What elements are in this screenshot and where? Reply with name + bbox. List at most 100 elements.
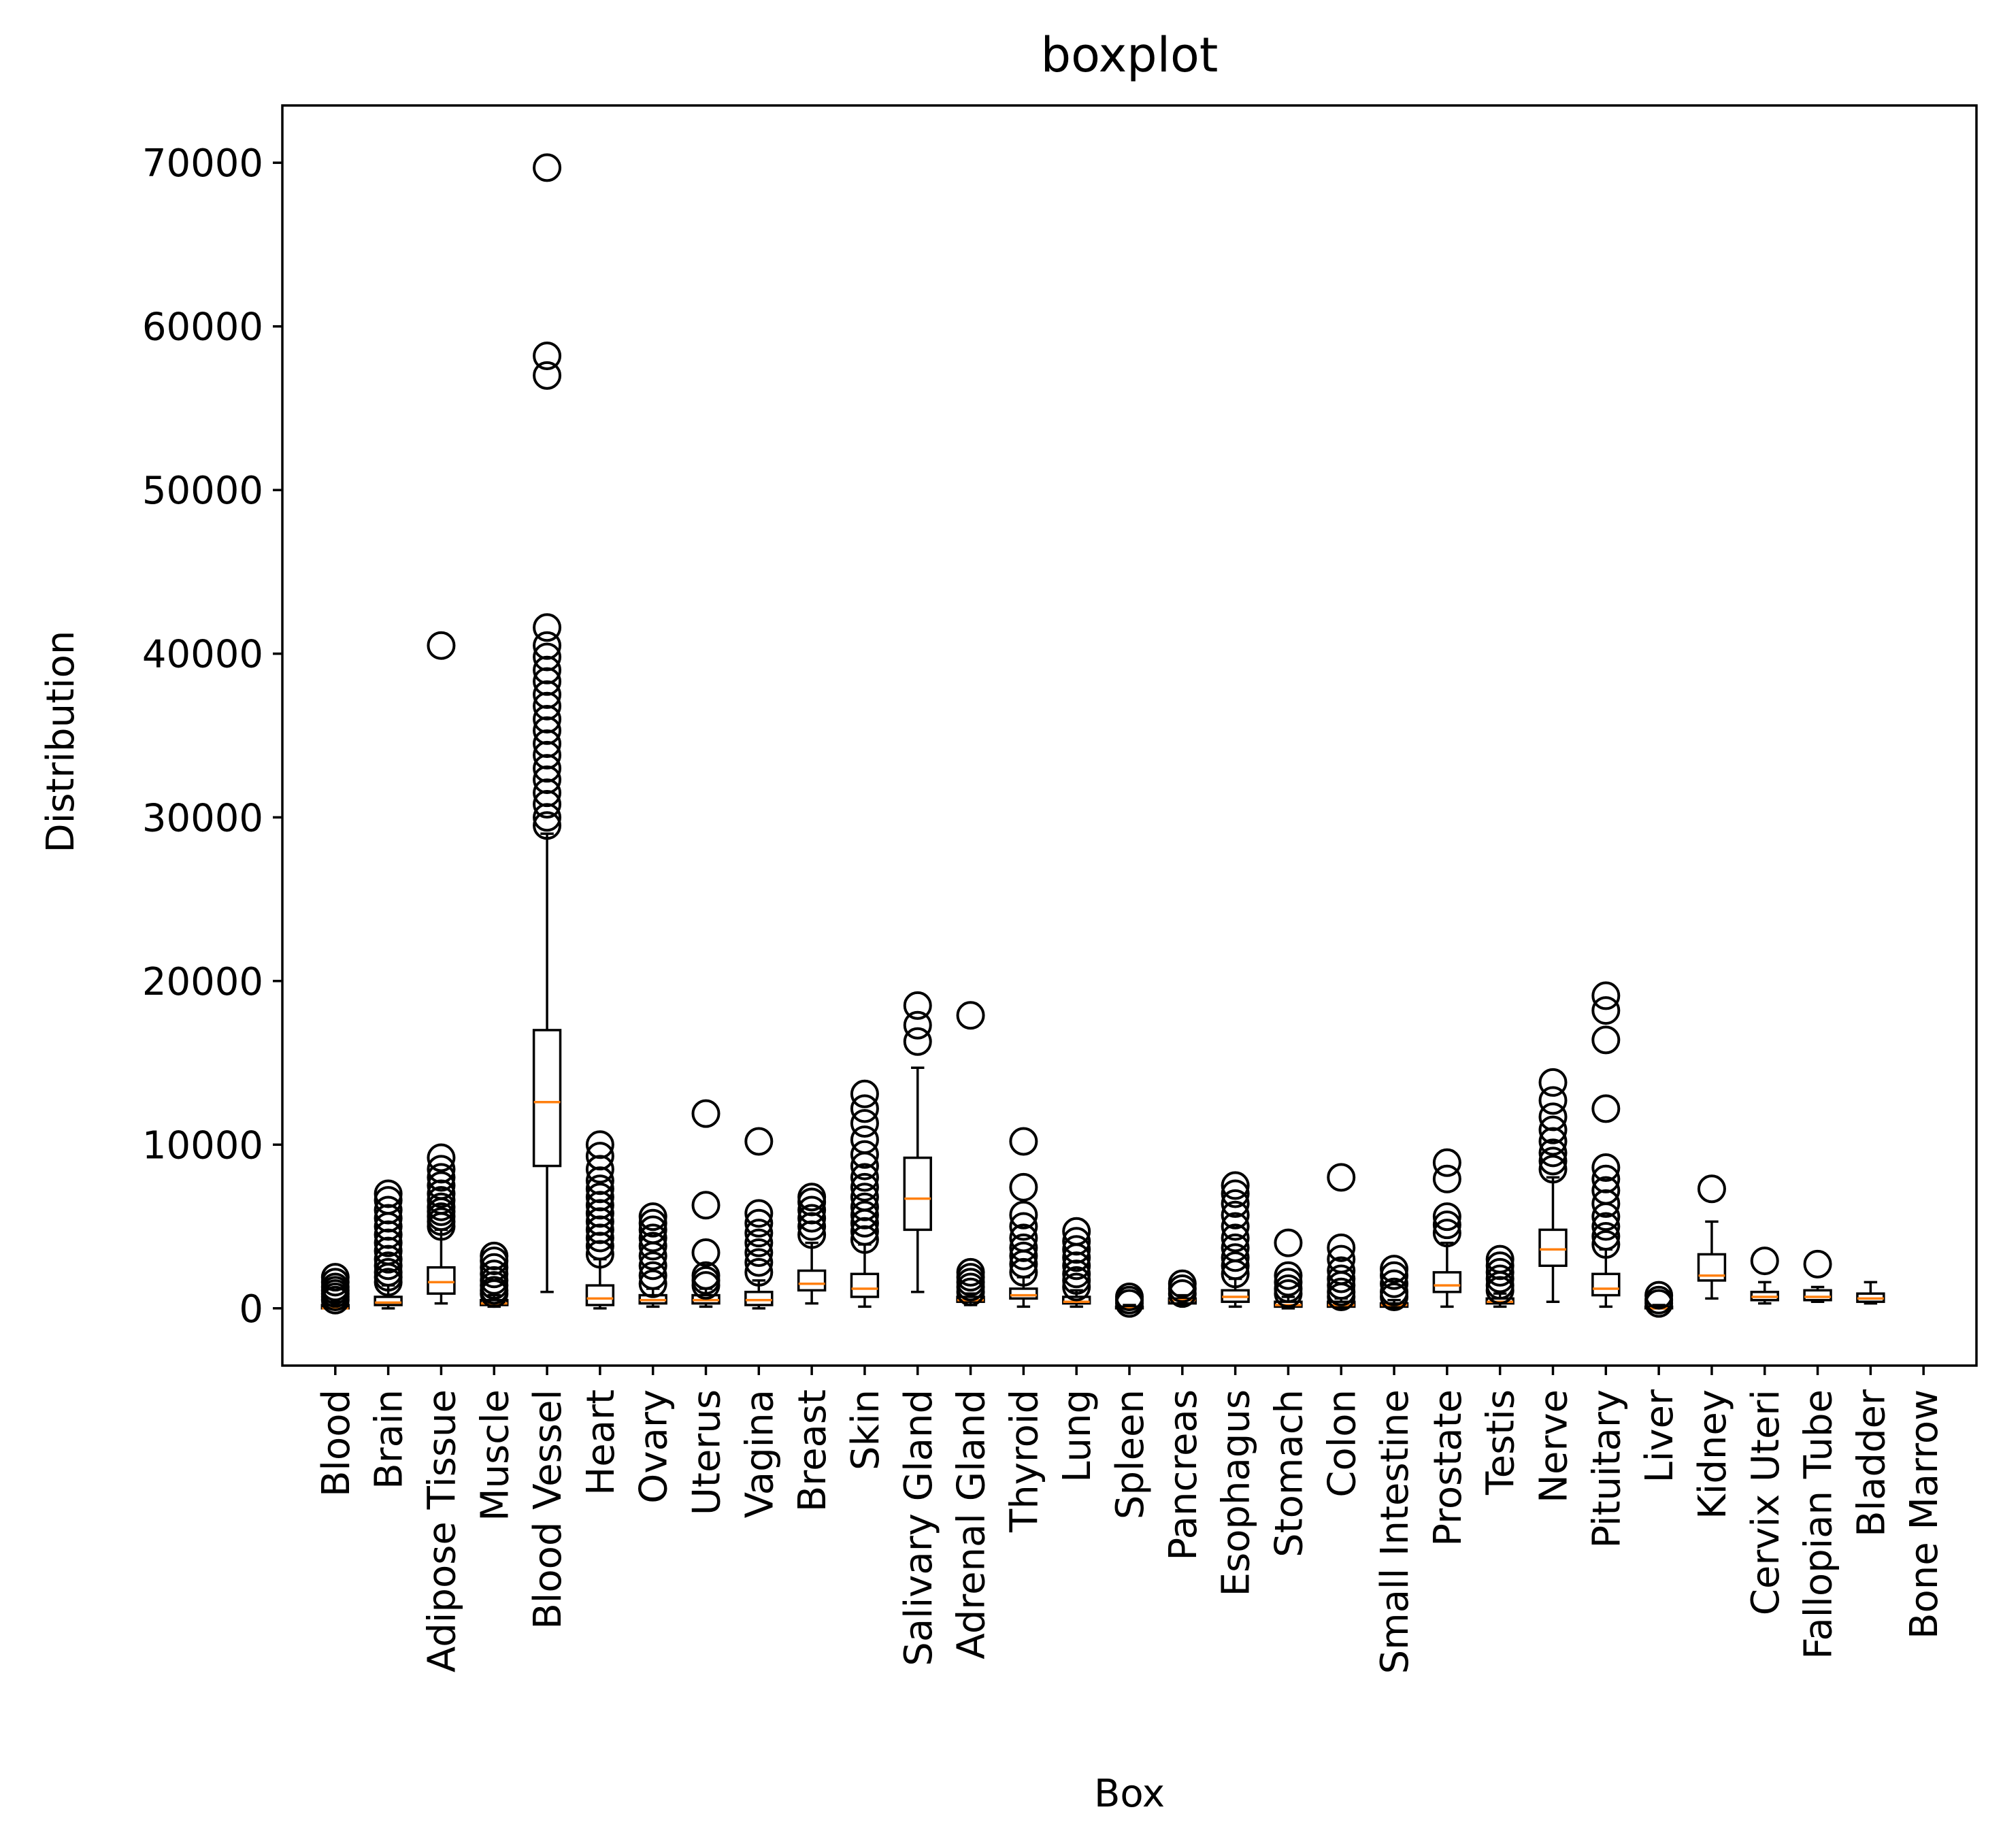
x-tick-label: Fallopian Tube [1797,1389,1841,1660]
box-group-brain [374,1179,403,1310]
outlier-point [374,1257,403,1287]
outlier-point [427,1155,456,1184]
outlier-point [1538,1138,1568,1168]
box-group-pancreas [1168,1269,1197,1308]
outlier-point [1591,1164,1621,1193]
outlier-point [533,613,562,642]
iqr-box [744,1291,774,1306]
y-axis-label: Distribution [39,631,83,853]
outlier-point [638,1202,667,1232]
box-group-bladder [1856,1281,1885,1305]
box-group-testis [1485,1244,1514,1308]
outlier-point [427,1171,456,1200]
outlier-point [533,642,562,672]
outlier-point [1274,1268,1303,1297]
outlier-point [797,1183,827,1212]
outlier-point [1432,1202,1461,1232]
y-tick-label: 30000 [142,796,263,840]
y-tick-label: 60000 [142,306,263,350]
outlier-point [850,1140,879,1169]
outlier-point [1485,1264,1514,1293]
x-tick-label: Lung [1055,1389,1099,1483]
outlier-point [1062,1266,1091,1295]
box-group-blood-vessel [532,153,562,1293]
iqr-box [374,1296,403,1306]
x-tick-label: Vagina [738,1389,782,1518]
outlier-point [1538,1146,1568,1176]
outlier-point [1485,1257,1514,1287]
outlier-point [320,1263,350,1292]
iqr-box [1432,1271,1462,1293]
outlier-point [1538,1086,1568,1115]
outlier-point [1591,1094,1621,1123]
outlier-point [1274,1261,1303,1290]
iqr-box [585,1284,615,1306]
outlier-point [797,1204,827,1233]
x-tick-label: Blood Vessel [526,1389,570,1630]
outlier-point [1697,1174,1726,1204]
iqr-box [427,1266,456,1295]
outlier-point [1432,1219,1461,1248]
outlier-point [1062,1227,1091,1256]
outlier-point [638,1215,667,1244]
outlier-point [1538,1102,1568,1132]
outlier-point [1591,981,1621,1010]
outlier-point [1591,1153,1621,1182]
outlier-point [1009,1212,1038,1241]
plot-frame [281,104,1978,1367]
outlier-point [427,1163,456,1192]
x-tick-label: Blood [314,1389,359,1497]
outlier-point [1380,1269,1409,1298]
outlier-point [956,1001,985,1030]
y-tick-label: 0 [239,1287,263,1332]
outlier-point [1327,1163,1356,1192]
outlier-point [374,1179,403,1208]
outlier-point [638,1261,667,1290]
x-tick-label: Kidney [1691,1389,1735,1519]
outlier-point [1221,1223,1250,1253]
outlier-point [533,153,562,182]
box-group-nerve [1538,1068,1568,1303]
x-axis-label: Box [1094,1772,1165,1816]
outlier-point [585,1142,614,1171]
outlier-point [1591,1230,1621,1259]
outlier-point [480,1259,509,1289]
outlier-point [691,1099,721,1128]
outlier-point [1062,1235,1091,1264]
box-group-adrenal-gland [956,1001,985,1306]
x-tick-label: Prostate [1426,1389,1470,1547]
outlier-point [691,1191,721,1220]
x-tick-label: Esophagus [1214,1389,1259,1596]
plot-area: 0 10000 20000 30000 40000 50000 60000 70000 Bloo… [142,142,1947,1674]
outlier-point [1380,1261,1409,1290]
box-group-adipose-tissue [427,631,456,1305]
y-tick-label: 70000 [142,142,263,186]
outlier-point [850,1192,879,1221]
x-tick-label: Skin [844,1389,888,1470]
x-tick-label: Ovary [632,1389,676,1504]
outlier-point [1327,1277,1356,1306]
outlier-point [850,1183,879,1212]
outlier-point [850,1094,879,1123]
outlier-point [1009,1223,1038,1253]
outlier-point [744,1228,774,1257]
outlier-point [1062,1272,1091,1302]
box-group-vagina [744,1127,774,1310]
outlier-point [1221,1179,1250,1208]
iqr-box [1803,1289,1832,1302]
outlier-point [744,1127,774,1156]
x-tick-label: Bone Marrow [1902,1389,1947,1639]
outlier-point [1380,1255,1409,1284]
outlier-point [427,1186,456,1215]
outlier-point [1644,1281,1674,1310]
x-tick-label: Breast [791,1389,835,1512]
x-tick-label: Uterus [685,1389,729,1515]
outlier-point [691,1261,721,1290]
box-group-skin [850,1079,880,1308]
iqr-box [532,1029,562,1168]
outlier-point [850,1163,879,1192]
x-tick-label: Pancreas [1161,1389,1206,1561]
outlier-point [1538,1115,1568,1144]
x-tick-label: Adrenal Gland [950,1389,994,1660]
outlier-point [744,1238,774,1268]
